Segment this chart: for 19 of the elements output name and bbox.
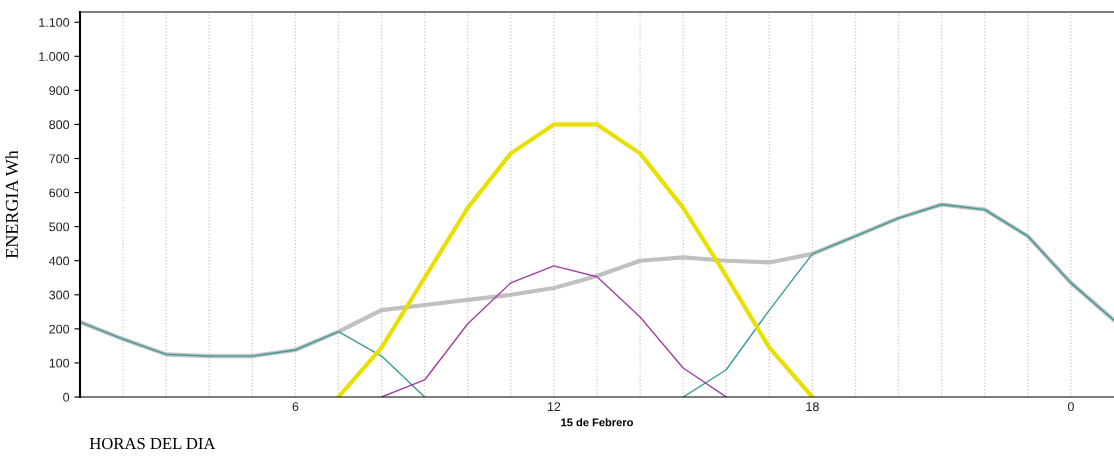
x-tick-label: 6 — [292, 402, 299, 412]
y-tick-label: 800 — [49, 120, 70, 130]
y-tick-label: 200 — [49, 324, 70, 334]
text: 15 de Febrero — [561, 418, 633, 427]
y-tick-label: 600 — [49, 188, 70, 198]
x-tick-label: 0 — [1067, 402, 1074, 412]
y-axis-title: ENERGIA Wh — [5, 150, 19, 259]
x-tick-label: 18 — [806, 402, 819, 412]
y-tick-label: 400 — [49, 256, 70, 266]
y-tick-label: 100 — [49, 358, 70, 368]
x-tick-label: 12 — [547, 402, 561, 411]
y-tick-label: 300 — [49, 290, 70, 300]
y-tick-label: 0 — [63, 392, 70, 402]
y-tick-label: 500 — [49, 222, 70, 232]
y-tick-label: 1.000 — [39, 52, 70, 61]
y-tick-label: 700 — [49, 154, 70, 164]
y-tick-label: 1.100 — [39, 18, 70, 27]
x-axis-title: HORAS DEL DIA — [89, 437, 216, 450]
y-tick-label: 900 — [49, 86, 70, 96]
